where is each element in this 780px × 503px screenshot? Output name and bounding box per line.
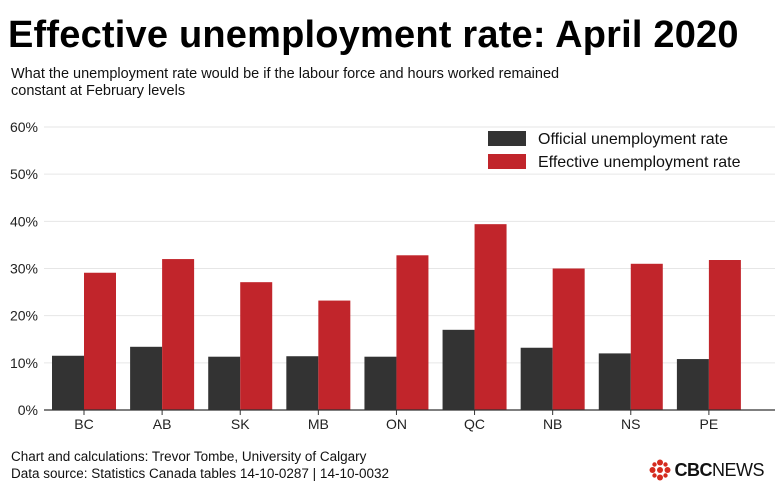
news-suffix: NEWS bbox=[712, 459, 765, 480]
bar-effective-sk bbox=[240, 282, 273, 410]
x-tick-label: NB bbox=[543, 416, 562, 432]
chart-title: Effective unemployment rate: April 2020 bbox=[8, 14, 739, 56]
y-tick-label: 20% bbox=[10, 308, 38, 324]
cbc-gem-icon bbox=[649, 459, 670, 481]
cbc-brand: CBC bbox=[674, 459, 713, 480]
x-tick-label: AB bbox=[153, 416, 172, 432]
cbc-wordmark: CBCNEWS bbox=[675, 460, 765, 481]
bar-official-qc bbox=[442, 329, 475, 410]
bar-official-ns bbox=[598, 353, 631, 410]
y-tick-label: 30% bbox=[10, 261, 38, 277]
bar-official-sk bbox=[208, 356, 241, 410]
chart-subtitle: What the unemployment rate would be if t… bbox=[11, 66, 560, 99]
bar-effective-nb bbox=[552, 268, 585, 410]
footer-source: Data source: Statistics Canada tables 14… bbox=[11, 466, 389, 481]
bar-effective-on bbox=[396, 255, 429, 410]
x-tick-label: ON bbox=[386, 416, 407, 432]
y-tick-label: 60% bbox=[10, 119, 38, 135]
x-axis-ticks: BC AB SK MB ON QC NB NS PE bbox=[44, 409, 775, 432]
bar-official-pe bbox=[676, 359, 709, 410]
x-tick-label: PE bbox=[700, 416, 719, 432]
bar-effective-mb bbox=[318, 300, 351, 410]
legend-label: Effective unemployment rate bbox=[538, 154, 741, 171]
legend-swatch bbox=[488, 154, 526, 169]
bar-effective-ns bbox=[630, 263, 663, 410]
x-tick-label: QC bbox=[464, 416, 485, 432]
x-tick-label: BC bbox=[74, 416, 93, 432]
legend-label: Official unemployment rate bbox=[538, 131, 728, 148]
bar-official-bc bbox=[52, 355, 84, 410]
cbc-news-logo: CBCNEWS bbox=[649, 459, 765, 481]
bar-effective-bc bbox=[84, 272, 116, 410]
bar-official-ab bbox=[130, 346, 163, 410]
legend-swatch bbox=[488, 131, 526, 146]
y-tick-label: 50% bbox=[10, 166, 38, 182]
bars bbox=[52, 224, 741, 410]
x-tick-label: NS bbox=[621, 416, 640, 432]
x-tick-label: SK bbox=[231, 416, 250, 432]
footer-credit: Chart and calculations: Trevor Tombe, Un… bbox=[11, 449, 367, 464]
bar-effective-qc bbox=[474, 224, 507, 410]
footer: Chart and calculations: Trevor Tombe, Un… bbox=[11, 448, 389, 482]
bar-official-nb bbox=[520, 347, 553, 410]
bar-official-on bbox=[364, 356, 397, 410]
legend: Official unemployment rate Effective unem… bbox=[488, 131, 741, 171]
bar-official-mb bbox=[286, 356, 319, 410]
y-tick-label: 0% bbox=[18, 402, 38, 418]
y-tick-label: 40% bbox=[10, 213, 38, 229]
bar-effective-ab bbox=[162, 259, 195, 410]
bar-effective-pe bbox=[708, 260, 741, 410]
y-axis-ticks: 0% 10% 20% 30% 40% 50% 60% bbox=[10, 119, 38, 418]
x-tick-label: MB bbox=[308, 416, 329, 432]
y-tick-label: 10% bbox=[10, 355, 38, 371]
